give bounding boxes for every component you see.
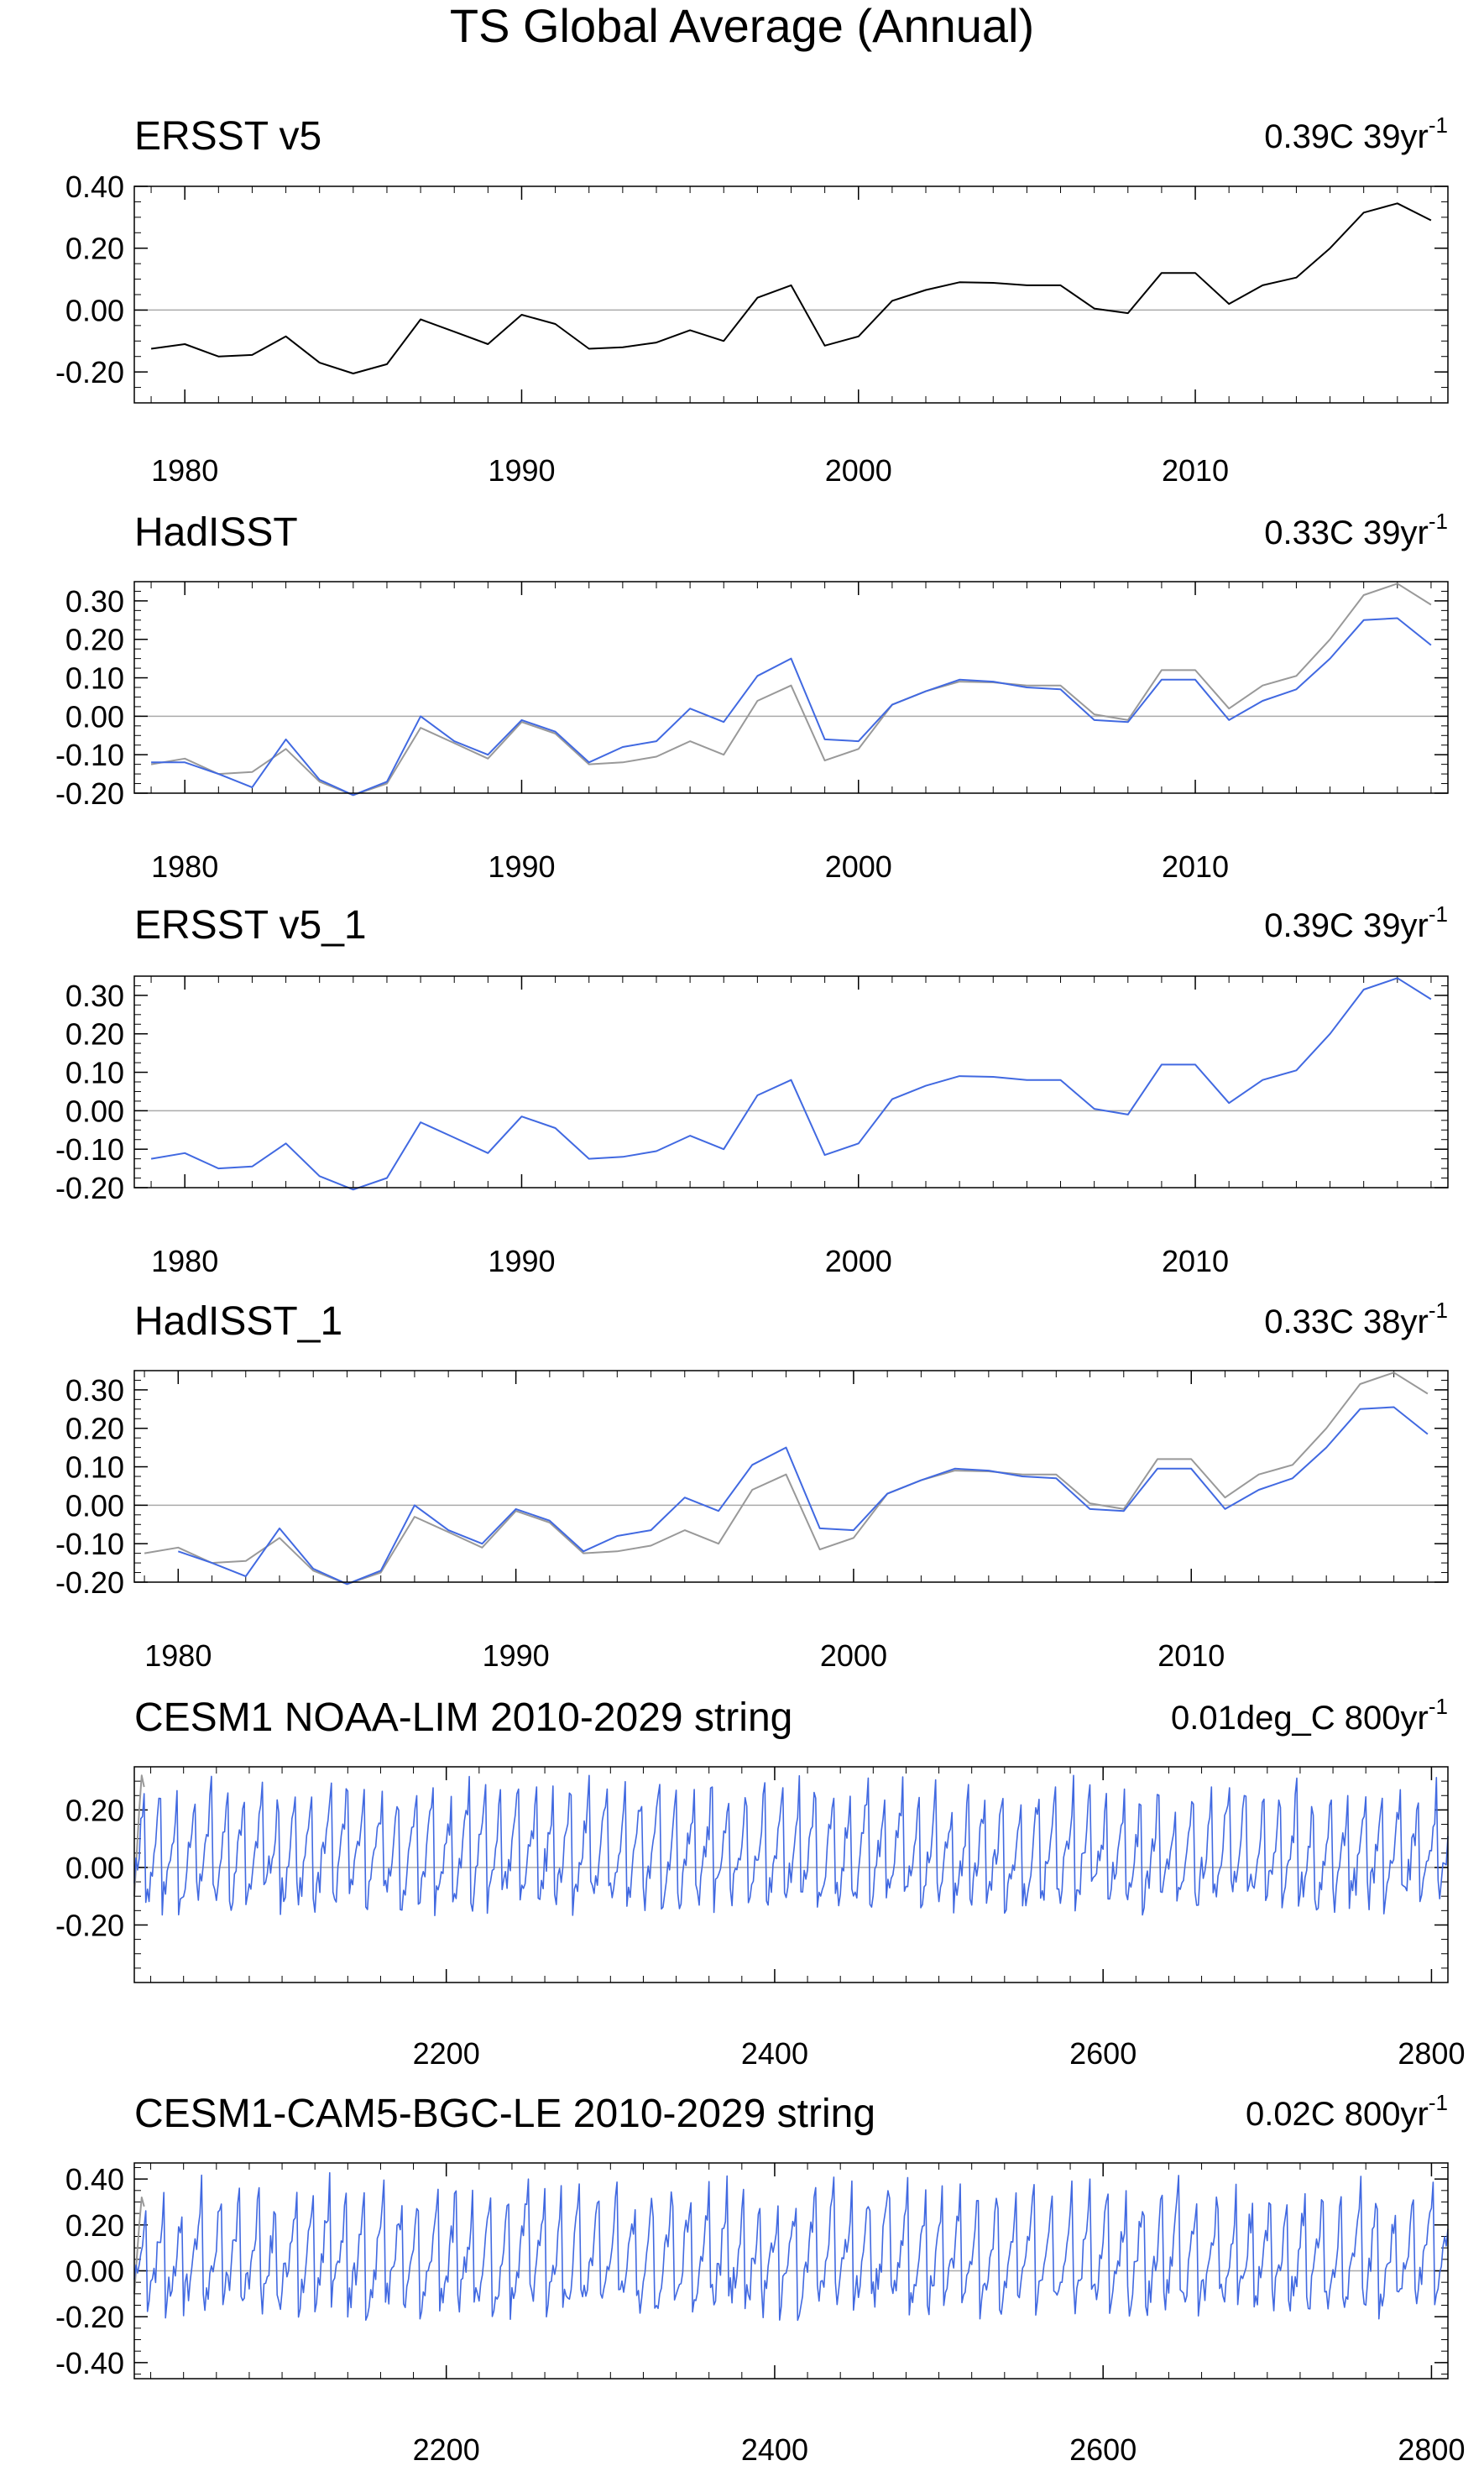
panel-title: HadISST_1 xyxy=(134,1299,342,1344)
x-tick-label: 2800 xyxy=(1398,2036,1465,2071)
series-reference xyxy=(150,582,1432,797)
figure-title: TS Global Average (Annual) xyxy=(450,0,1034,52)
x-tick-label: 2000 xyxy=(825,849,892,884)
chart-panel-2: HadISST 0.33C 39yr-1 0.30 0.20 0.100.00 -0.10… xyxy=(55,509,1449,884)
x-tick-label: 2600 xyxy=(1069,2432,1137,2467)
y-tick-label: -0.10 xyxy=(55,1132,124,1167)
x-tick-label: 2010 xyxy=(1162,453,1229,488)
trend-label: 0.01deg_C 800yr-1 xyxy=(1171,1694,1448,1737)
series-model xyxy=(177,1406,1429,1586)
y-tick-label: 0.40 xyxy=(65,2162,124,2197)
x-tick-label: 2600 xyxy=(1069,2036,1137,2071)
series-reference xyxy=(133,1774,145,1897)
y-tick-label: 0.20 xyxy=(65,232,124,266)
plot-frame xyxy=(133,581,1449,794)
series-model xyxy=(151,617,1432,797)
trend-label: 0.02C 800yr-1 xyxy=(1246,2090,1448,2133)
y-tick-label: -0.20 xyxy=(55,1171,124,1205)
x-tick-label: 2400 xyxy=(741,2036,808,2071)
chart-panel-1: ERSST v5 0.39C 39yr-1 0.40 0.20 0.00 -0.20 198… xyxy=(55,112,1449,488)
x-tick-label: 2200 xyxy=(413,2432,480,2467)
trend-label: 0.33C 39yr-1 xyxy=(1264,509,1448,551)
x-tick-label: 1990 xyxy=(488,849,555,884)
series-model xyxy=(150,977,1432,1191)
trend-label: 0.33C 38yr-1 xyxy=(1264,1298,1448,1340)
plot-frame xyxy=(133,1370,1449,1583)
plot-frame xyxy=(133,975,1449,1188)
x-tick-label: 2800 xyxy=(1398,2432,1465,2467)
y-tick-label: 0.20 xyxy=(65,2208,124,2243)
y-tick-label: 0.30 xyxy=(65,1373,124,1408)
y-tick-label: -0.20 xyxy=(55,2300,124,2334)
y-tick-label: -0.20 xyxy=(55,355,124,389)
x-tick-label: 1990 xyxy=(488,453,555,488)
y-tick-label: -0.20 xyxy=(55,776,124,811)
x-tick-label: 2010 xyxy=(1157,1638,1225,1673)
plot-frame xyxy=(133,1766,1449,1983)
y-tick-label: 0.00 xyxy=(65,699,124,734)
y-tick-label: 0.00 xyxy=(65,1851,124,1885)
x-tick-label: 1980 xyxy=(151,453,218,488)
x-tick-label: 1980 xyxy=(151,1244,218,1278)
y-tick-label: 0.10 xyxy=(65,1450,124,1485)
panel-title: ERSST v5_1 xyxy=(134,903,367,948)
x-tick-label: 2000 xyxy=(825,453,892,488)
x-tick-label: 1980 xyxy=(144,1638,212,1673)
chart-panel-4: HadISST_1 0.33C 38yr-1 0.30 0.20 0.100.00 -0.… xyxy=(55,1298,1449,1673)
x-tick-label: 2010 xyxy=(1162,1244,1229,1278)
chart-panel-5: CESM1 NOAA-LIM 2010-2029 string 0.01deg_C… xyxy=(55,1694,1466,2071)
x-tick-label: 2010 xyxy=(1162,849,1229,884)
series-model xyxy=(133,1774,1449,1916)
trend-label: 0.39C 39yr-1 xyxy=(1264,901,1448,944)
x-tick-label: 1990 xyxy=(483,1638,550,1673)
panel-title: ERSST v5 xyxy=(134,114,321,159)
x-tick-label: 2200 xyxy=(413,2036,480,2071)
y-tick-label: 0.00 xyxy=(65,1094,124,1128)
y-tick-label: -0.20 xyxy=(55,1908,124,1942)
y-tick-label: -0.40 xyxy=(55,2346,124,2380)
y-tick-label: 0.20 xyxy=(65,1412,124,1446)
y-tick-label: 0.00 xyxy=(65,2254,124,2289)
panel-title: CESM1 NOAA-LIM 2010-2029 string xyxy=(134,1695,792,1740)
y-tick-label: 0.00 xyxy=(65,293,124,327)
y-tick-label: 0.00 xyxy=(65,1488,124,1523)
y-tick-label: -0.10 xyxy=(55,1527,124,1561)
series-observed xyxy=(150,202,1432,374)
y-tick-label: -0.20 xyxy=(55,1565,124,1600)
x-tick-label: 2400 xyxy=(741,2432,808,2467)
y-tick-label: 0.20 xyxy=(65,623,124,657)
y-tick-label: 0.20 xyxy=(65,1017,124,1052)
x-tick-label: 1990 xyxy=(488,1244,555,1278)
plot-frame xyxy=(133,185,1449,404)
y-tick-label: -0.10 xyxy=(55,738,124,772)
y-tick-label: 0.10 xyxy=(65,1056,124,1090)
y-tick-label: 0.30 xyxy=(65,979,124,1013)
x-tick-label: 1980 xyxy=(151,849,218,884)
panel-title: HadISST xyxy=(134,510,298,555)
trend-label: 0.39C 39yr-1 xyxy=(1264,112,1448,155)
series-reference xyxy=(144,1371,1429,1586)
panels: ERSST v5 0.39C 39yr-1 0.40 0.20 0.00 -0.20 198… xyxy=(55,112,1466,2467)
y-tick-label: 0.30 xyxy=(65,584,124,619)
panel-title: CESM1-CAM5-BGC-LE 2010-2029 string xyxy=(134,2092,875,2136)
series-model xyxy=(133,2171,1449,2322)
y-tick-label: 0.10 xyxy=(65,661,124,696)
chart-panel-6: CESM1-CAM5-BGC-LE 2010-2029 string 0.02C … xyxy=(55,2090,1466,2467)
y-tick-label: 0.20 xyxy=(65,1793,124,1827)
x-tick-label: 2000 xyxy=(825,1244,892,1278)
y-tick-label: 0.40 xyxy=(65,170,124,204)
plot-frame xyxy=(133,2162,1449,2380)
x-tick-label: 2000 xyxy=(820,1638,887,1673)
chart-panel-3: ERSST v5_1 0.39C 39yr-1 0.30 0.20 0.10 0.00 -0… xyxy=(55,901,1449,1278)
